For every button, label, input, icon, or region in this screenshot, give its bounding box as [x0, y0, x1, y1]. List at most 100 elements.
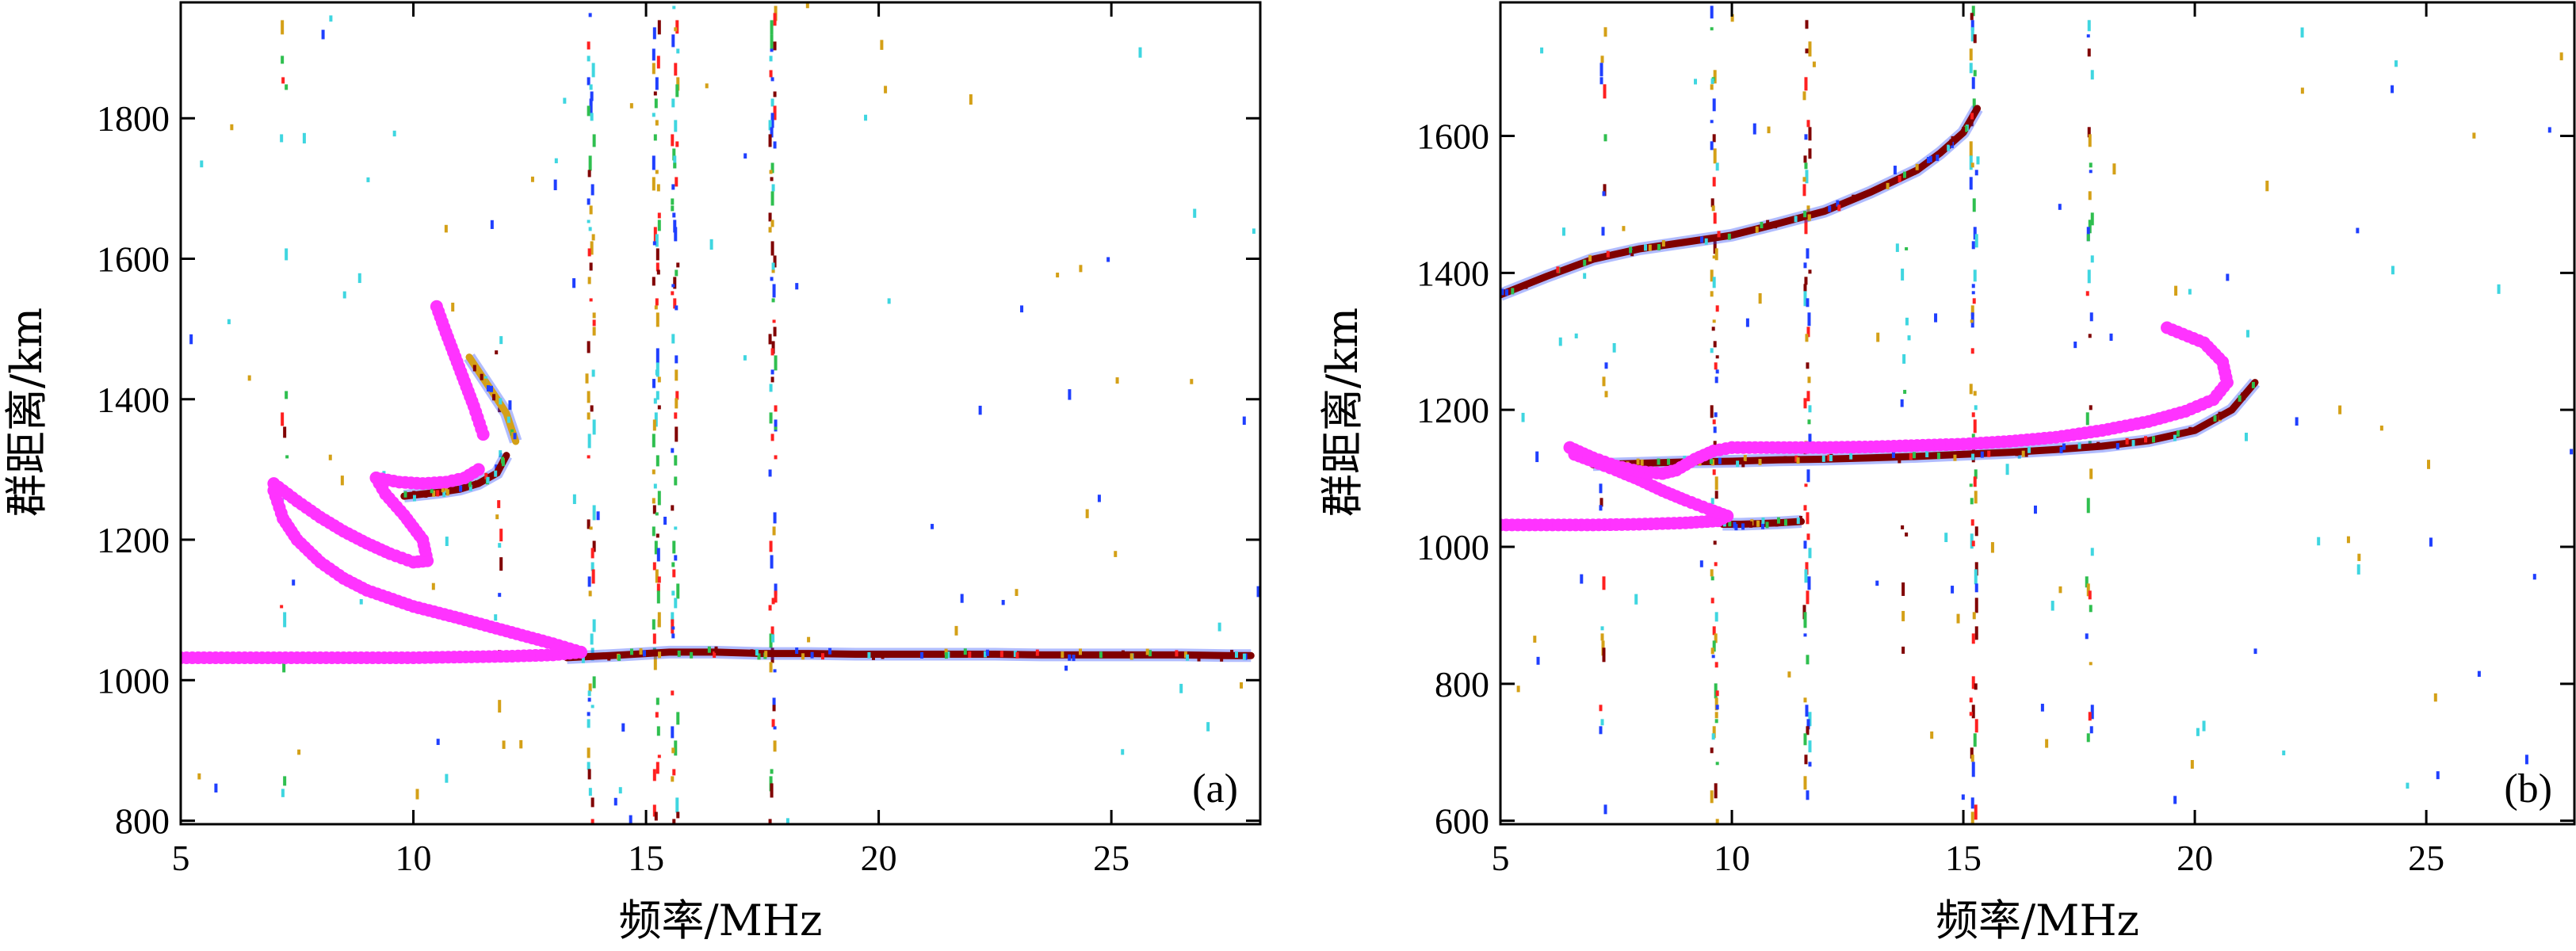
noise-pixel: [1976, 156, 1980, 165]
noise-pixel: [1971, 433, 1975, 438]
noise-pixel: [864, 114, 868, 121]
echo-pixel: [487, 385, 491, 392]
noise-pixel: [1807, 376, 1811, 384]
noise-pixel: [1714, 662, 1718, 668]
noise-pixel: [498, 407, 502, 413]
noise-pixel: [1803, 540, 1807, 549]
noise-pixel: [2085, 412, 2089, 426]
noise-pixel: [1252, 228, 1256, 234]
noise-pixel: [656, 184, 660, 192]
echo-pixel: [871, 653, 875, 660]
noise-pixel: [1970, 319, 1974, 323]
noise-pixel: [675, 426, 678, 442]
noise-pixel: [2090, 705, 2094, 720]
noise-pixel: [2433, 693, 2437, 702]
echo-pixel: [885, 651, 889, 659]
noise-pixel: [2088, 134, 2092, 147]
noise-pixel: [2472, 132, 2476, 139]
noise-pixel: [1097, 495, 1101, 502]
noise-pixel: [671, 590, 675, 596]
echo-pixel: [412, 491, 416, 498]
noise-pixel: [1803, 398, 1807, 409]
echo-pixel: [1140, 651, 1144, 659]
echo-pixel: [1796, 457, 1800, 464]
echo-pixel: [1013, 651, 1017, 658]
noise-pixel: [771, 719, 775, 728]
echo-pixel: [472, 365, 476, 372]
noise-pixel: [1604, 362, 1608, 369]
noise-pixel: [1710, 6, 1714, 19]
noise-pixel: [652, 155, 655, 170]
noise-pixel: [769, 540, 773, 552]
noise-band: [1802, 20, 1812, 800]
noise-pixel: [589, 526, 593, 530]
echo-pixel: [1886, 182, 1890, 189]
noise-pixel: [2088, 191, 2092, 201]
noise-pixel: [592, 505, 596, 521]
noise-pixel: [674, 63, 678, 76]
noise-pixel: [1714, 633, 1718, 644]
noise-pixel: [771, 341, 775, 354]
echo-pixel: [1898, 456, 1901, 464]
noise-pixel: [1905, 532, 1909, 537]
noise-pixel: [673, 298, 677, 309]
echo-pixel: [1937, 453, 1941, 460]
noise-pixel: [1802, 184, 1806, 197]
noise-pixel: [1803, 697, 1807, 703]
noise-pixel: [655, 391, 659, 400]
echo-pixel: [1556, 266, 1560, 273]
noise-pixel: [655, 455, 659, 467]
noise-pixel: [655, 697, 659, 705]
noise-pixel: [629, 815, 633, 824]
echo-pixel: [677, 650, 681, 657]
noise-pixel: [596, 511, 600, 521]
noise-pixel: [629, 103, 633, 109]
noise-pixel: [769, 412, 773, 424]
noise-pixel: [671, 34, 675, 48]
model-trace: [369, 463, 485, 491]
noise-pixel: [2040, 704, 2044, 712]
noise-pixel: [1699, 560, 1703, 567]
noise-pixel: [671, 134, 675, 147]
noise-pixel: [2394, 60, 2398, 67]
echo-pixel: [1234, 651, 1238, 658]
echo-pixel: [2144, 436, 2148, 443]
noise-pixel: [2086, 498, 2090, 514]
echo-pixel: [985, 649, 989, 656]
noise-pixel: [743, 355, 747, 361]
noise-pixel: [1713, 540, 1717, 545]
noise-pixel: [1972, 612, 1976, 620]
x-tick-label: 25: [2408, 838, 2444, 878]
noise-pixel: [1001, 600, 1005, 605]
noise-pixel: [189, 334, 193, 345]
noise-pixel: [590, 705, 594, 708]
noise-pixel: [329, 15, 333, 22]
model-trace: [1500, 510, 1734, 532]
noise-pixel: [969, 94, 973, 105]
echo-pixel: [1035, 649, 1039, 656]
noise-pixel: [1712, 177, 1716, 187]
noise-pixel: [671, 448, 675, 453]
noise-pixel: [587, 41, 590, 50]
noise-pixel: [1803, 155, 1807, 163]
noise-pixel: [1710, 291, 1714, 297]
noise-pixel: [1599, 63, 1603, 77]
noise-pixel: [671, 612, 675, 624]
echo-trace: [464, 353, 522, 445]
noise-pixel: [1905, 246, 1909, 250]
noise-pixel: [285, 391, 289, 399]
noise-pixel: [342, 291, 346, 299]
noise-pixel: [652, 769, 656, 781]
echo-pixel: [1630, 250, 1634, 257]
noise-pixel: [772, 526, 776, 536]
echo-pixel: [1947, 144, 1951, 151]
noise-pixel: [1715, 819, 1719, 824]
noise-pixel: [1138, 47, 1142, 58]
echo-pixel: [881, 652, 885, 659]
echo-pixel: [412, 495, 416, 502]
noise-pixel: [655, 512, 659, 516]
noise-pixel: [214, 783, 218, 792]
noise-pixel: [774, 590, 778, 603]
noise-pixel: [676, 712, 680, 725]
noise-pixel: [2087, 20, 2091, 32]
